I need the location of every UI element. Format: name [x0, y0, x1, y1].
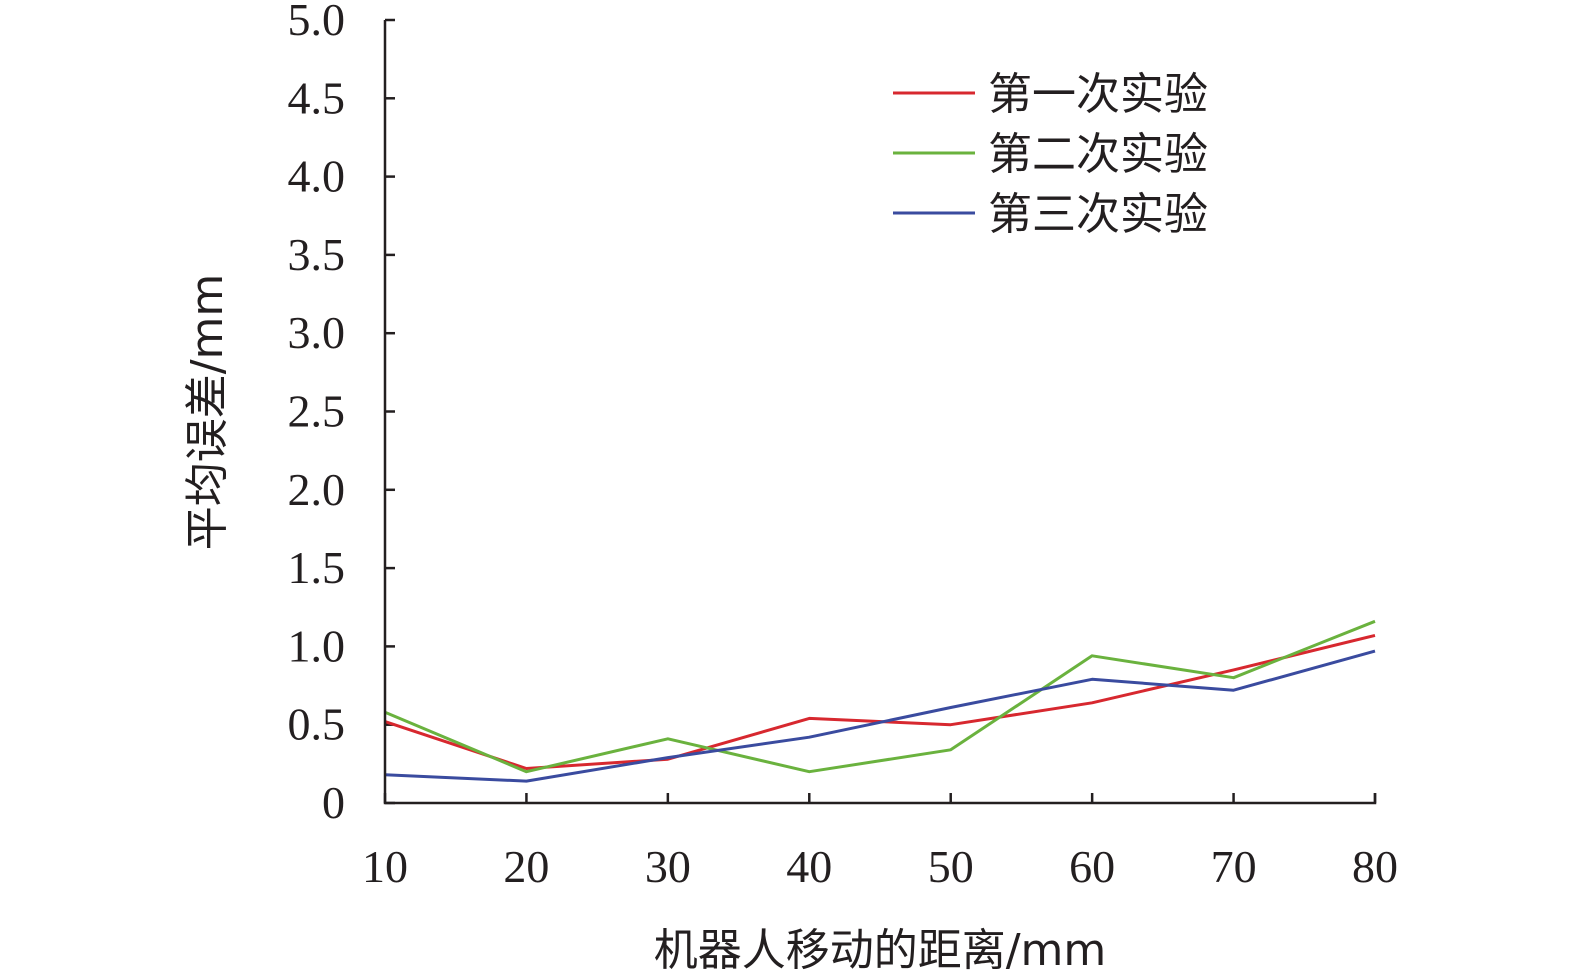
x-axis-title: 机器人移动的距离/mm — [654, 925, 1107, 976]
legend-label-2: 第二次实验 — [988, 129, 1208, 180]
x-tick-label: 40 — [786, 841, 832, 892]
y-tick-label: 1.0 — [288, 620, 346, 671]
plot-series — [384, 619, 1376, 783]
y-tick-label: 0 — [322, 777, 345, 828]
y-tick-label: 3.0 — [288, 307, 346, 358]
y-axis-title: 平均误差/mm — [182, 274, 233, 551]
x-tick-label: 80 — [1352, 841, 1398, 892]
x-tick-label: 20 — [503, 841, 549, 892]
series-line-2 — [384, 619, 1376, 774]
y-tick-label: 2.5 — [288, 386, 346, 437]
series-line-1 — [384, 633, 1376, 770]
y-tick-label: 5.0 — [288, 0, 346, 45]
y-tick-label: 4.0 — [288, 151, 346, 202]
axes-frame — [383, 20, 1377, 805]
x-tick-label: 60 — [1069, 841, 1115, 892]
x-tick-label: 30 — [645, 841, 691, 892]
y-axis-ticks: 0 0.5 1.0 1.5 2.0 2.5 3.0 3.5 4.0 4.5 5.0 — [288, 0, 395, 828]
legend-label-1: 第一次实验 — [988, 69, 1208, 120]
y-tick-label: 4.5 — [288, 72, 346, 123]
x-tick-label: 50 — [928, 841, 974, 892]
x-axis-ticks: 10 20 30 40 50 60 70 80 — [362, 793, 1398, 892]
legend-label-3: 第三次实验 — [988, 189, 1208, 240]
y-tick-label: 0.5 — [288, 699, 346, 750]
series-line-3 — [384, 649, 1376, 783]
y-tick-label: 1.5 — [288, 542, 346, 593]
x-tick-label: 10 — [362, 841, 408, 892]
y-tick-label: 2.0 — [288, 464, 346, 515]
x-tick-label: 70 — [1211, 841, 1257, 892]
y-tick-label: 3.5 — [288, 229, 346, 280]
